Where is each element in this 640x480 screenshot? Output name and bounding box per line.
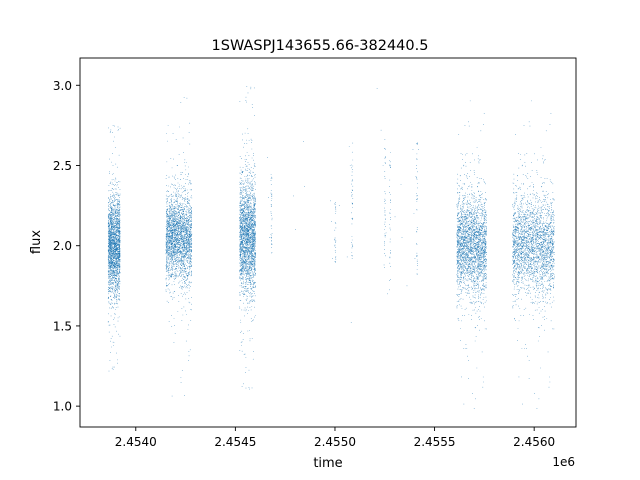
y-tick-label: 3.0 — [53, 79, 72, 93]
y-tick-label: 1.0 — [53, 400, 72, 414]
x-axis-ticks: 2.4540 2.4545 2.4550 2.4555 2.4560 — [115, 427, 555, 449]
x-axis-offset-label: 1e6 — [552, 455, 575, 469]
x-tick-label: 2.4560 — [513, 435, 555, 449]
data-points — [107, 86, 555, 409]
x-axis-label: time — [313, 456, 342, 471]
x-tick-label: 2.4555 — [414, 435, 456, 449]
scatter-markers — [107, 86, 555, 409]
x-tick-label: 2.4545 — [214, 435, 256, 449]
y-tick-label: 2.0 — [53, 239, 72, 253]
y-axis-ticks: 1.0 1.5 2.0 2.5 3.0 — [53, 79, 80, 414]
chart-title: 1SWASPJ143655.66-382440.5 — [212, 38, 429, 54]
y-tick-label: 1.5 — [53, 319, 72, 333]
y-axis-label: flux — [29, 230, 44, 254]
x-tick-label: 2.4540 — [115, 435, 157, 449]
plot-frame — [79, 57, 577, 428]
y-tick-label: 2.5 — [53, 159, 72, 173]
x-tick-label: 2.4550 — [314, 435, 356, 449]
